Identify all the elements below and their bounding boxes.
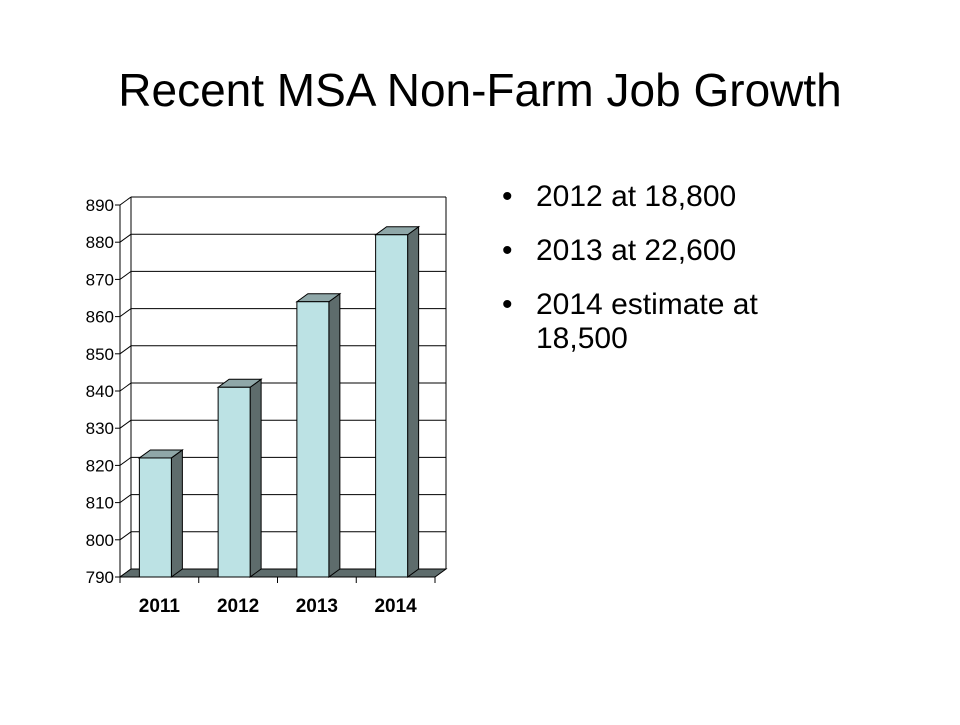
x-tick-label: 2012 <box>217 596 259 617</box>
bar <box>138 457 172 578</box>
bullet-item: 2014 estimate at 18,500 <box>500 288 830 356</box>
gridline-depth <box>119 494 132 504</box>
y-tick-label: 840 <box>86 382 114 401</box>
gridline-depth <box>119 456 132 466</box>
x-tick-label: 2011 <box>139 596 181 617</box>
y-tick-label: 810 <box>86 494 114 513</box>
gridline-depth <box>119 419 132 429</box>
y-tick-label: 820 <box>86 456 114 475</box>
x-tick-label: 2014 <box>374 596 417 617</box>
gridline-depth <box>119 382 132 392</box>
bullet-item: 2012 at 18,800 <box>500 180 830 214</box>
bar-side <box>407 225 420 578</box>
y-tick-label: 880 <box>86 233 114 252</box>
y-tick-label: 860 <box>86 308 114 327</box>
gridline-depth <box>119 196 132 206</box>
y-tick-label: 830 <box>86 419 114 438</box>
bullet-item: 2013 at 22,600 <box>500 234 830 268</box>
bar-side <box>328 292 341 578</box>
gridline-depth <box>119 345 132 355</box>
y-tick-label: 850 <box>86 345 114 364</box>
bullet-list: 2012 at 18,800 2013 at 22,600 2014 estim… <box>500 180 830 376</box>
y-tick-label: 800 <box>86 531 114 550</box>
bar <box>296 301 330 578</box>
bar-side <box>170 448 183 578</box>
bar <box>375 234 409 578</box>
y-tick-label: 790 <box>86 568 114 587</box>
y-tick-label: 870 <box>86 270 114 289</box>
x-tick-label: 2013 <box>296 596 338 617</box>
y-tick-label: 890 <box>86 196 114 215</box>
gridline-depth <box>119 270 132 280</box>
bar-side <box>249 378 262 578</box>
gridline-depth <box>119 531 132 541</box>
gridline-depth <box>119 308 132 318</box>
slide-title: Recent MSA Non-Farm Job Growth <box>118 64 842 116</box>
bar <box>217 386 251 578</box>
gridline-depth <box>119 233 132 243</box>
